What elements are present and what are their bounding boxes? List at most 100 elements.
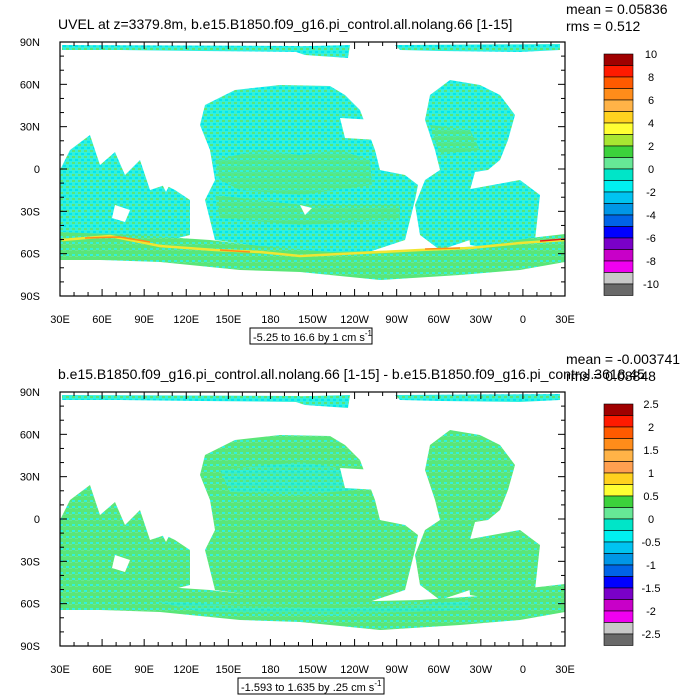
colorbar-swatch	[603, 461, 634, 474]
x-tick-label: 150W	[298, 664, 327, 676]
unit-exponent: -1	[365, 329, 373, 338]
x-axis-labels: 30E 60E 90E 120E 150E 180 150W 120W 90W 60W 30W 0 30…	[50, 664, 575, 676]
colorbar-swatch	[603, 530, 634, 543]
colorbar-swatch	[603, 449, 634, 462]
x-axis-labels: 30E 60E 90E 120E 150E 180 150W 120W 90W 60W 30W 0 30…	[50, 314, 575, 326]
colorbar-swatch	[603, 426, 634, 439]
colorbar-label: 2	[648, 422, 654, 434]
range-label: -5.25 to 16.6 by 1 cm s	[253, 332, 365, 344]
colorbar-swatch	[603, 283, 634, 296]
colorbar-label: 8	[648, 72, 654, 84]
colorbar-swatch	[603, 564, 634, 577]
ocean-field	[60, 394, 565, 630]
rms-stat: rms = 0.512	[566, 18, 641, 34]
x-tick-label: 90W	[385, 664, 408, 676]
axis-ticks	[59, 41, 566, 297]
x-tick-label: 60E	[92, 664, 112, 676]
mean-stat: mean = 0.05836	[566, 1, 668, 17]
x-tick-label: 180	[261, 314, 279, 326]
colorbar-swatch	[603, 134, 634, 147]
x-tick-label: 60E	[92, 314, 112, 326]
x-tick-label: 90E	[134, 664, 154, 676]
colorbar-swatch	[603, 518, 634, 531]
colorbar-label: 0	[648, 164, 654, 176]
colorbar-label: 1.5	[643, 445, 658, 457]
colorbar-swatch	[603, 157, 634, 170]
colorbar-label: -8	[646, 256, 656, 268]
colorbar-swatch	[603, 587, 634, 600]
colorbar-swatch	[603, 99, 634, 112]
x-tick-label: 30E	[50, 314, 70, 326]
colorbar-swatch	[603, 472, 634, 485]
colorbar-swatch	[603, 111, 634, 124]
y-tick-label: 30S	[20, 556, 40, 568]
rms-stat: rms = 0.08848	[566, 368, 656, 384]
colorbar-label: -2	[646, 187, 656, 199]
x-tick-label: 30E	[50, 664, 70, 676]
colorbar-swatch	[603, 226, 634, 239]
unit-exponent: -1	[374, 679, 382, 688]
y-tick-label: 60S	[20, 599, 40, 611]
colorbar-swatch	[603, 272, 634, 285]
x-tick-label: 120W	[340, 314, 369, 326]
mean-stat: mean = -0.003741	[566, 351, 680, 367]
x-tick-label: 120E	[173, 664, 199, 676]
y-tick-label: 90S	[20, 641, 40, 653]
range-label: -1.593 to 1.635 by .25 cm s	[241, 682, 375, 694]
colorbar-label: 0	[648, 514, 654, 526]
colorbar-swatch	[603, 495, 634, 508]
colorbar-swatch	[603, 484, 634, 497]
colorbar-swatch	[603, 122, 634, 135]
colorbar-swatch	[603, 145, 634, 158]
x-tick-label: 0	[520, 664, 526, 676]
colorbar-swatch	[603, 610, 634, 623]
x-tick-label: 180	[261, 664, 279, 676]
x-tick-label: 150W	[298, 314, 327, 326]
colorbar-label: -0.5	[642, 537, 661, 549]
colorbar-swatch	[603, 237, 634, 250]
colorbar-swatch	[603, 541, 634, 554]
colorbar-swatch	[603, 65, 634, 78]
range-info-box: -5.25 to 16.6 by 1 cm s-1	[249, 327, 373, 345]
colorbar-label: -10	[643, 279, 659, 291]
panel-bottom: b.e15.B1850.f09_g16.pi_control.all.nolan…	[20, 351, 680, 695]
colorbar-label: 1	[648, 468, 654, 480]
colorbar-swatch	[603, 180, 634, 193]
plot-title: UVEL at z=3379.8m, b.e15.B1850.f09_g16.p…	[58, 16, 512, 32]
axis-ticks	[59, 391, 566, 647]
y-tick-label: 0	[34, 164, 40, 176]
colorbar-swatch	[603, 507, 634, 520]
colorbar-label: 2	[648, 141, 654, 153]
x-tick-label: 150E	[215, 314, 241, 326]
colorbar-swatch	[603, 553, 634, 566]
x-tick-label: 30E	[555, 314, 575, 326]
colorbar-label: 4	[648, 118, 654, 130]
colorbar-swatch	[603, 203, 634, 216]
colorbar-label: 10	[645, 49, 657, 61]
x-tick-label: 30E	[555, 664, 575, 676]
x-tick-label: 120W	[340, 664, 369, 676]
colorbar-swatch	[603, 191, 634, 204]
y-tick-label: 60N	[20, 79, 40, 91]
y-tick-label: 90S	[20, 291, 40, 303]
colorbar-label: -1	[646, 560, 656, 572]
y-tick-label: 60N	[20, 429, 40, 441]
colorbar-swatch	[603, 168, 634, 181]
y-axis-labels: 90N 60N 30N 0 30S 60S 90S	[20, 387, 40, 653]
x-tick-label: 30W	[470, 314, 493, 326]
colorbar-swatch	[603, 633, 634, 646]
y-tick-label: 90N	[20, 387, 40, 399]
colorbar: 2.5 2 1.5 1 0.5 0 -0.5 -1 -1.5 -2 -2.5	[603, 399, 661, 646]
svg-text:-1.593 to 1.635 by .25 cm s-1: -1.593 to 1.635 by .25 cm s-1	[241, 679, 382, 694]
y-tick-label: 0	[34, 514, 40, 526]
colorbar-swatch	[603, 88, 634, 101]
colorbar-label: -4	[646, 210, 656, 222]
ocean-field	[60, 44, 565, 280]
colorbar-swatch	[603, 260, 634, 273]
x-tick-label: 90W	[385, 314, 408, 326]
colorbar-label: -1.5	[642, 583, 661, 595]
x-tick-label: 90E	[134, 314, 154, 326]
colorbar-swatch	[603, 249, 634, 262]
colorbar-label: 2.5	[643, 399, 658, 411]
y-tick-label: 30S	[20, 206, 40, 218]
